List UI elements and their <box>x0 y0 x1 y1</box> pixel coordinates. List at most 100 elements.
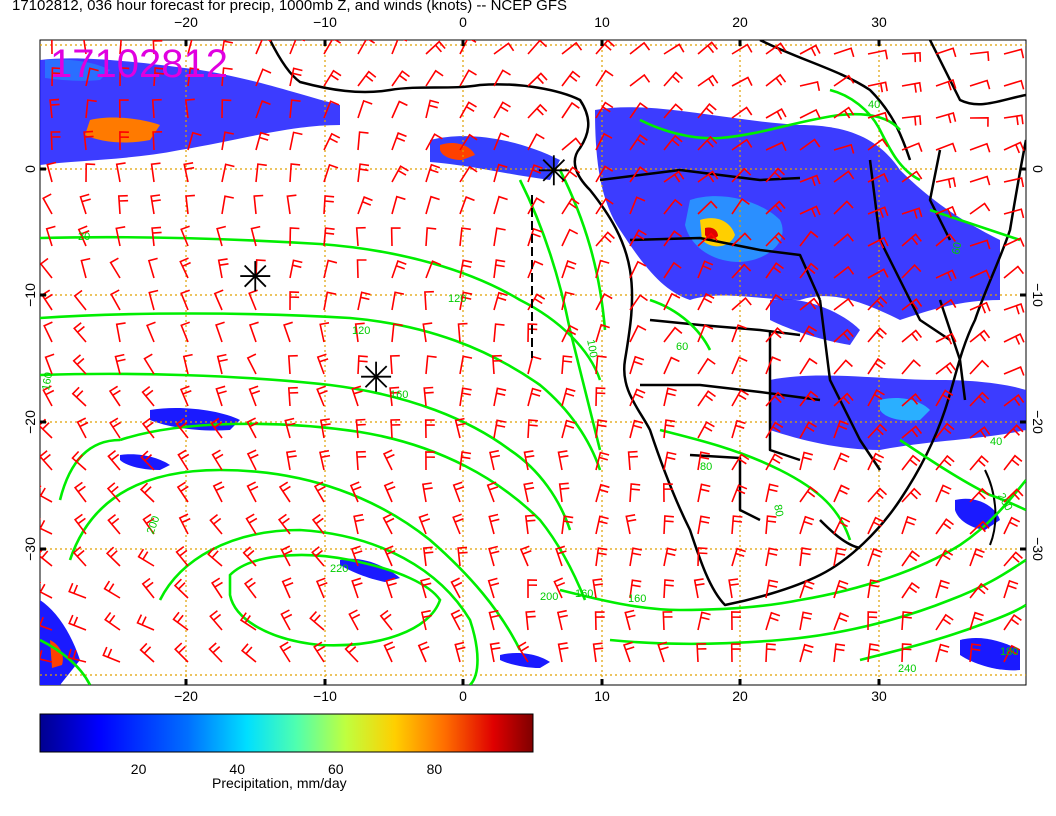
lon-tick-top: −20 <box>174 14 198 30</box>
wind-barb <box>139 642 155 663</box>
wind-barb <box>382 513 395 535</box>
wind-barb <box>459 165 478 183</box>
wind-barb <box>459 101 477 119</box>
wind-barb <box>323 100 340 119</box>
wind-barb <box>210 417 223 439</box>
wind-barb <box>833 452 850 471</box>
wind-barb <box>833 143 855 154</box>
wind-barb <box>382 449 395 471</box>
wind-barb <box>350 545 363 567</box>
wind-barb <box>629 324 647 343</box>
wind-barb <box>561 101 580 119</box>
wind-barb <box>51 67 62 87</box>
wind-barb <box>1003 551 1023 567</box>
wind-barb <box>489 449 501 471</box>
wind-barb <box>85 99 97 119</box>
wind-barb <box>663 292 681 311</box>
lat-tick-right: −30 <box>1030 537 1046 561</box>
wind-barb <box>319 322 330 343</box>
wind-barb <box>187 40 193 55</box>
wind-barb <box>140 450 155 471</box>
wind-barb <box>799 421 817 439</box>
contour-label: 240 <box>898 663 916 675</box>
wind-barb <box>561 41 583 55</box>
wind-barb <box>153 67 165 87</box>
wind-barb <box>527 40 548 55</box>
wind-barb <box>493 387 507 407</box>
wind-barb <box>833 297 855 311</box>
wind-barb <box>40 616 53 631</box>
wind-barb <box>765 326 785 343</box>
wind-barb <box>969 269 991 280</box>
wind-barb <box>180 225 190 247</box>
wind-barb <box>557 642 569 663</box>
wind-barb <box>731 296 752 311</box>
lat-tick-left: −10 <box>22 283 38 307</box>
wind-barb <box>833 233 854 247</box>
wind-barb <box>323 195 335 215</box>
wind-barb <box>323 69 342 87</box>
wind-barb <box>697 324 714 343</box>
wind-barb <box>799 138 821 151</box>
wind-barb <box>493 163 508 183</box>
contour-label: 120 <box>352 325 370 337</box>
wind-barb <box>663 547 677 567</box>
wind-barb <box>527 260 544 279</box>
wind-barb <box>1003 208 1025 219</box>
wind-barb <box>487 577 500 599</box>
wind-barb <box>765 611 781 631</box>
wind-barb <box>493 419 507 439</box>
wind-barb <box>765 421 784 439</box>
wind-barb <box>102 646 121 663</box>
wind-barb <box>255 100 271 119</box>
wind-barb <box>353 513 365 535</box>
wind-barb <box>172 611 189 631</box>
wind-barb <box>255 163 267 183</box>
wind-barb <box>663 356 680 375</box>
wind-barb <box>287 386 299 407</box>
wind-barb <box>527 227 543 247</box>
wind-barb <box>799 643 814 663</box>
wind-barb <box>662 483 673 503</box>
wind-barb <box>351 385 363 407</box>
wind-barb <box>731 547 746 567</box>
wind-barb <box>148 289 159 311</box>
wind-barb <box>40 485 53 503</box>
wind-barb <box>459 451 472 471</box>
wind-barb <box>1003 644 1021 663</box>
wind-barb <box>697 390 716 407</box>
wind-barb <box>765 293 784 311</box>
wind-barb <box>457 322 468 343</box>
contour-label: 200 <box>145 514 163 535</box>
wind-barb <box>73 289 87 311</box>
wind-barb <box>731 232 752 247</box>
wind-barb <box>523 450 535 471</box>
wind-barb <box>527 579 538 598</box>
wind-barb <box>663 198 683 215</box>
wind-barb <box>115 162 126 183</box>
wind-barb <box>173 578 189 599</box>
wind-barb <box>180 321 190 343</box>
colorbar <box>39 713 534 753</box>
wind-barb <box>697 292 715 311</box>
wind-barb <box>901 515 917 535</box>
wind-barb <box>731 263 752 279</box>
wind-barb <box>73 481 87 503</box>
colorbar-ticks: 20 40 60 80 <box>131 761 443 777</box>
wind-barb <box>867 611 878 631</box>
wind-barb <box>391 70 410 87</box>
wind-barb <box>969 359 990 375</box>
wind-barb <box>1003 424 1024 439</box>
wind-barb <box>309 611 325 631</box>
wind-barb <box>622 641 635 663</box>
wind-barb <box>629 196 646 215</box>
wind-barb <box>935 233 957 247</box>
wind-barb <box>561 419 576 439</box>
wind-barb <box>221 40 234 55</box>
wind-barb <box>833 516 851 535</box>
wind-barb <box>422 322 433 343</box>
wind-barb <box>625 514 637 535</box>
wind-barb <box>969 611 984 631</box>
wind-barb <box>422 546 434 567</box>
